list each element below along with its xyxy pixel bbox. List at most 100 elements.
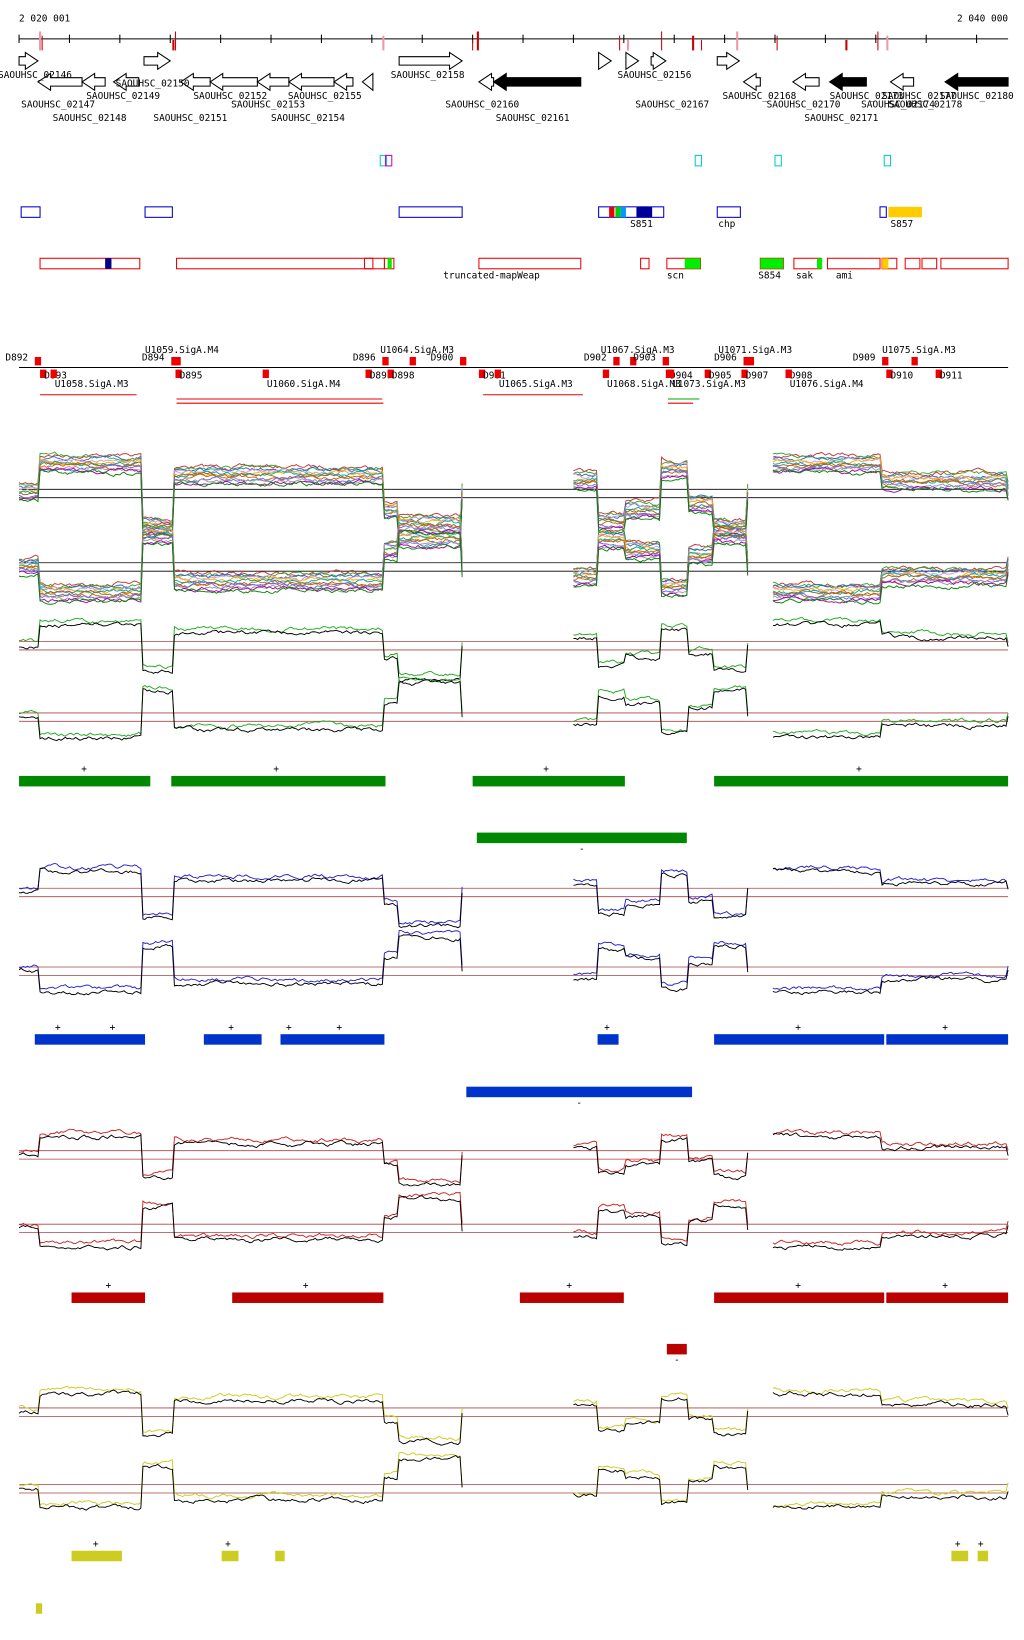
promoter-label: D898 — [392, 370, 415, 381]
site-marker — [694, 154, 703, 167]
strand-minus: - — [576, 1098, 582, 1109]
promoter-label: U1060.SigA.M4 — [267, 379, 341, 390]
annotation-label: S854 — [758, 271, 781, 282]
promoter-mark — [935, 369, 942, 378]
feature-block — [615, 206, 621, 218]
promoter-label: U1059.SigA.M4 — [145, 345, 219, 356]
strand-plus: + — [566, 1281, 572, 1292]
site-marker — [774, 154, 782, 167]
strand-bar — [714, 1034, 885, 1045]
strand-bar — [34, 1034, 146, 1045]
strand-bar — [19, 775, 151, 787]
gene-arrow — [492, 72, 582, 92]
strand-bar — [221, 1550, 239, 1562]
annotation-label: scn — [667, 271, 684, 282]
promoter-label: U1058.SigA.M3 — [55, 379, 129, 390]
strand-bar — [476, 832, 687, 844]
annotation-block — [387, 258, 392, 269]
strand-plus: + — [55, 1022, 61, 1033]
signal-trace — [19, 518, 1009, 594]
strand-bar — [951, 1550, 969, 1562]
strand-bar — [71, 1550, 122, 1562]
strand-plus: + — [228, 1022, 234, 1033]
annotation-box — [176, 257, 385, 270]
feature-label: chp — [718, 219, 735, 230]
promoter-label: U1075.SigA.M3 — [882, 345, 956, 356]
promoter-mark — [613, 356, 620, 366]
gene-label: SAOUHSC_02173 — [830, 91, 904, 102]
gene-arrow — [209, 72, 258, 92]
signal-trace — [18, 528, 1009, 604]
strand-plus: + — [93, 1539, 99, 1550]
promoter-label: U1064.SigA.M3 — [380, 345, 454, 356]
strand-bar — [466, 1086, 693, 1098]
gene-arrow — [889, 72, 915, 92]
promoter-label: D906 — [714, 353, 737, 364]
signal-trace — [18, 1195, 1009, 1251]
promoter-label: D895 — [180, 370, 203, 381]
gene-label: SAOUHSC_02167 — [635, 99, 709, 110]
strand-minus: - — [579, 844, 585, 855]
annotation-block — [817, 258, 823, 269]
annotation-block — [105, 258, 112, 269]
signal-trace — [19, 929, 1009, 991]
annotation-box — [826, 257, 881, 270]
strand-bar — [203, 1034, 262, 1045]
gene-label: SAOUHSC_02154 — [271, 113, 345, 124]
promoter-mark — [409, 356, 416, 366]
annotation-box — [478, 257, 582, 270]
strand-bar — [886, 1292, 1009, 1303]
promoter-mark — [667, 369, 675, 378]
gene-label: SAOUHSC_02146 — [0, 70, 72, 81]
gene-label: SAOUHSC_02174 — [861, 99, 935, 110]
promoter-mark — [460, 356, 467, 366]
promoter-label: D894 — [142, 353, 165, 364]
strand-plus: + — [604, 1022, 610, 1033]
gene-arrow — [179, 72, 211, 92]
signal-trace — [19, 520, 1009, 595]
promoter-label: D903 — [633, 353, 656, 364]
feature-block — [888, 206, 922, 218]
promoter-mark — [662, 356, 669, 366]
strand-bar — [714, 1292, 885, 1303]
strand-plus: + — [942, 1022, 948, 1033]
feature-label: S851 — [630, 219, 653, 230]
strand-bar — [275, 1550, 285, 1562]
signal-trace — [18, 529, 1009, 605]
feature-box — [716, 206, 741, 218]
promoter-mark — [262, 369, 269, 378]
gene-arrow — [742, 72, 761, 92]
promoter-mark — [50, 369, 57, 378]
promoter-mark — [171, 356, 178, 366]
signal-trace — [19, 516, 1009, 593]
gene-arrow — [256, 72, 290, 92]
site-marker — [384, 154, 393, 167]
strand-plus: + — [795, 1281, 801, 1292]
promoter-label: D909 — [853, 353, 876, 364]
promoter-mark — [882, 356, 889, 366]
annotation-box — [904, 257, 921, 270]
strand-plus: + — [303, 1281, 309, 1292]
gene-label: SAOUHSC_02156 — [618, 70, 692, 81]
gene-arrow — [18, 51, 39, 71]
gene-arrow — [598, 51, 613, 71]
signal-trace — [18, 468, 1009, 550]
strand-plus: + — [942, 1281, 948, 1292]
strand-minus: - — [674, 1355, 680, 1366]
feature-block — [620, 206, 626, 218]
gene-arrow — [477, 72, 495, 92]
signal-trace — [19, 1128, 1009, 1184]
promoter-label: U1065.SigA.M3 — [499, 379, 573, 390]
ruler-end: 2 040 000 — [957, 13, 1008, 24]
signal-trace — [18, 465, 1009, 545]
feature-box — [879, 206, 887, 218]
promoter-mark — [175, 369, 182, 378]
promoter-mark — [387, 369, 394, 378]
gene-label: SAOUHSC_02177 — [882, 91, 956, 102]
promoter-mark — [886, 369, 893, 378]
strand-bar — [280, 1034, 385, 1045]
promoter-label: U1067.SigA.M3 — [601, 345, 675, 356]
gene-arrow — [287, 72, 335, 92]
gene-label: SAOUHSC_02147 — [21, 99, 95, 110]
annotation-block — [760, 258, 784, 269]
